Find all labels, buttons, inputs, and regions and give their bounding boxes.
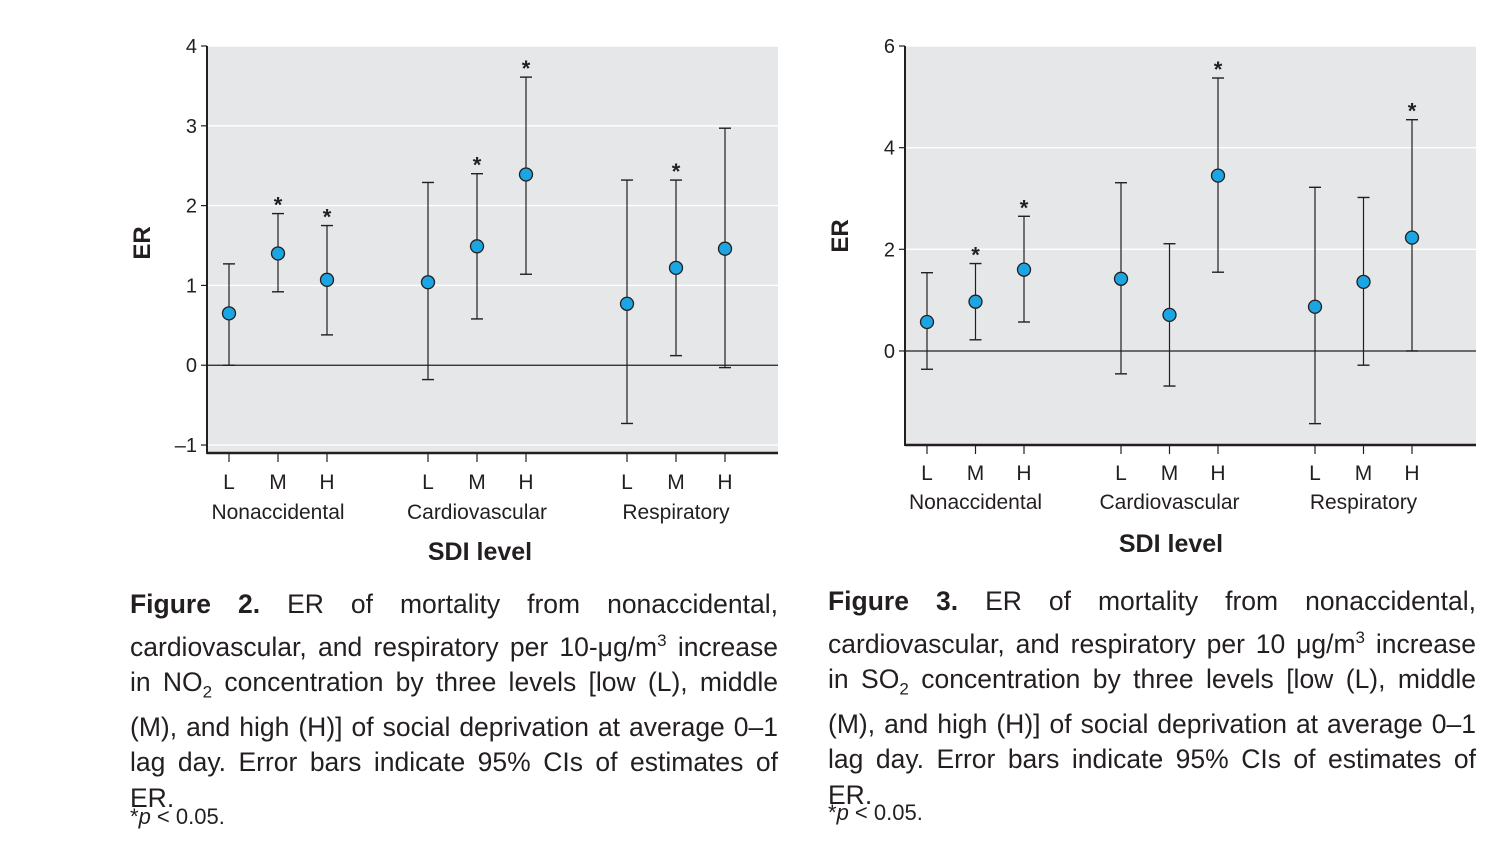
figure-2-caption-text-2: increase in NO: [130, 631, 779, 697]
figure-2-caption-label: Figure 2.: [130, 589, 261, 619]
point-estimate-marker: [717, 241, 733, 256]
figure-3-caption: Figure 3. ER of mortality from nonaccide…: [828, 584, 1476, 813]
point-estimate-marker: [919, 314, 935, 330]
x-tick-label-level: M: [269, 471, 287, 494]
y-tick-label: 4: [186, 36, 197, 58]
figure-2-caption-text-1: ER of mortality from nonaccidental, card…: [130, 589, 778, 662]
x-tick-label-level: L: [422, 471, 434, 494]
x-tick-label-level: M: [468, 471, 486, 494]
figure-3-footnote-p: p: [836, 800, 849, 825]
x-tick-label-level: L: [1115, 462, 1127, 485]
plot-background: [207, 46, 778, 453]
point-estimate-marker: [518, 167, 534, 182]
plot-background: [905, 46, 1476, 445]
y-tick-label: 4: [884, 138, 895, 160]
x-tick-label-level: M: [667, 471, 685, 494]
figure-2-footnote-star: *: [130, 804, 139, 829]
x-tick-label-level: H: [1210, 462, 1225, 485]
y-axis-title: ER: [129, 226, 156, 259]
figure-2-chart: –1 0 1 2 3 4 ER L M * H * Nonaccidental L M * H * Cardiova…: [129, 36, 778, 566]
figure-2-footnote: *p < 0.05.: [130, 804, 225, 830]
point-estimate-marker: [1404, 230, 1420, 245]
y-tick-label: 0: [186, 355, 197, 377]
point-estimate-marker: [1016, 262, 1032, 277]
x-tick-label-level: L: [1309, 462, 1321, 485]
significance-asterisk: *: [672, 159, 681, 184]
point-estimate-marker: [1307, 299, 1323, 314]
x-tick-label-level: H: [319, 471, 334, 494]
figure-2-caption-text-3: concentration by three levels [low (L), …: [130, 666, 778, 813]
figure-2-footnote-p: p: [138, 804, 151, 829]
y-tick-label: 2: [186, 196, 197, 218]
significance-asterisk: *: [1408, 99, 1417, 124]
figure-3-chart: 0 2 4 6 ER L M * H * Nonaccidental L M H * Cardiovascul…: [827, 36, 1476, 558]
point-estimate-marker: [1162, 307, 1177, 323]
x-group-label: Respiratory: [622, 501, 730, 524]
significance-asterisk: *: [274, 193, 283, 218]
significance-asterisk: *: [522, 56, 531, 81]
figure-2-footnote-text: < 0.05.: [150, 804, 225, 829]
y-axis-title: ER: [827, 219, 854, 252]
figure-2-caption-subscript: 2: [202, 682, 213, 702]
significance-asterisk: *: [971, 243, 980, 268]
x-group-label: Nonaccidental: [909, 491, 1042, 514]
x-group-label: Respiratory: [1310, 491, 1418, 514]
figure-3-caption-text-1: ER of mortality from nonaccidental, card…: [828, 586, 1476, 659]
point-estimate-marker: [1210, 168, 1226, 183]
point-estimate-marker: [469, 239, 485, 254]
x-tick-label-level: M: [1355, 462, 1373, 485]
x-axis-title: SDI level: [1119, 530, 1223, 558]
y-tick-label: 1: [186, 275, 197, 297]
y-tick-label: 6: [884, 36, 895, 58]
point-estimate-marker: [619, 296, 635, 311]
x-tick-label-level: M: [1161, 462, 1179, 485]
x-group-label: Cardiovascular: [407, 501, 547, 524]
figure-3-caption-subscript: 2: [899, 679, 909, 699]
point-estimate-marker: [668, 260, 684, 276]
x-tick-label-level: H: [1404, 462, 1419, 485]
figure-3-footnote-text: < 0.05.: [848, 800, 923, 825]
figure-2-caption-superscript: 3: [657, 630, 667, 650]
x-group-label: Nonaccidental: [211, 501, 344, 524]
x-tick-label-level: L: [621, 471, 633, 494]
x-tick-label-level: L: [223, 471, 235, 494]
figure-3-footnote: *p < 0.05.: [828, 800, 923, 826]
point-estimate-marker: [270, 246, 286, 261]
figure-3-caption-text-2: increase in SO: [828, 628, 1476, 694]
figure-3-footnote-star: *: [828, 800, 837, 825]
x-tick-label-level: H: [518, 471, 533, 494]
x-tick-label-level: M: [967, 462, 985, 485]
y-tick-label: –1: [175, 435, 197, 457]
point-estimate-marker: [221, 306, 237, 321]
y-tick-label: 0: [884, 341, 895, 363]
x-tick-label-level: H: [717, 471, 732, 494]
point-estimate-marker: [1113, 271, 1129, 286]
significance-asterisk: *: [473, 153, 482, 178]
x-tick-label-level: L: [921, 462, 933, 485]
significance-asterisk: *: [323, 205, 332, 230]
figure-3-caption-superscript: 3: [1355, 627, 1365, 647]
point-estimate-marker: [1356, 274, 1371, 289]
y-tick-label: 2: [884, 239, 895, 261]
x-tick-label-level: H: [1016, 462, 1031, 485]
figure-3-caption-label: Figure 3.: [828, 586, 959, 616]
point-estimate-marker: [968, 294, 983, 309]
figure-3-caption-text-3: concentration by three levels [low (L), …: [828, 663, 1476, 810]
y-tick-label: 3: [186, 116, 197, 138]
significance-asterisk: *: [1214, 57, 1223, 82]
point-estimate-marker: [319, 272, 335, 287]
significance-asterisk: *: [1020, 195, 1029, 220]
figure-2-caption: Figure 2. ER of mortality from nonaccide…: [130, 587, 778, 816]
x-group-label: Cardiovascular: [1099, 491, 1239, 514]
figure-2: –1 0 1 2 3 4 ER L M * H * Nonaccidental L M * H * Cardiova…: [129, 36, 778, 830]
point-estimate-marker: [420, 275, 436, 290]
x-axis-title: SDI level: [428, 538, 532, 566]
